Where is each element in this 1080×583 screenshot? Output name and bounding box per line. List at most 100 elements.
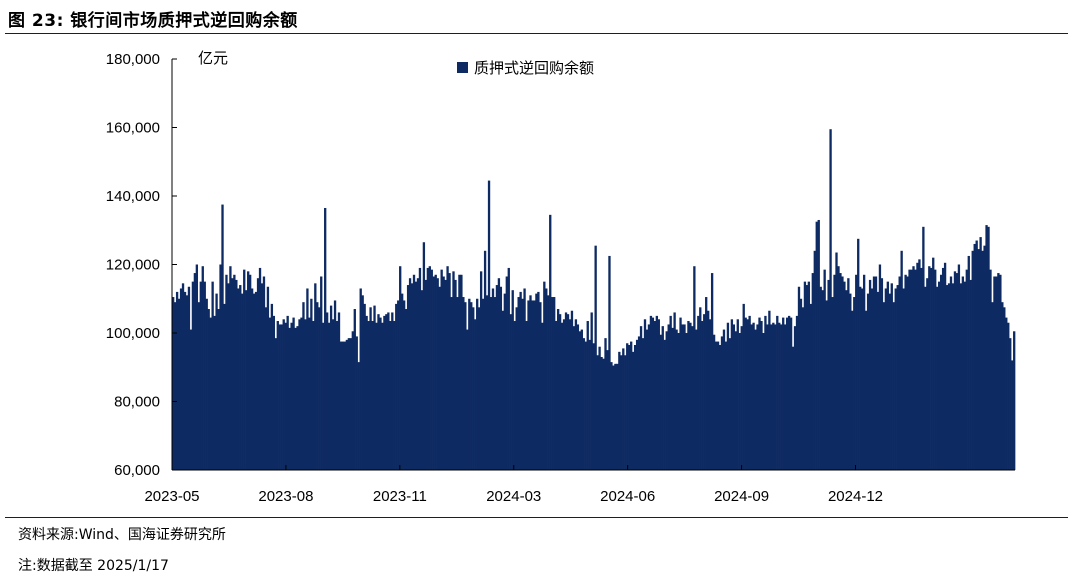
bar [772, 322, 775, 470]
bar [801, 307, 805, 470]
bar [416, 278, 420, 470]
bar [908, 269, 911, 470]
bar [227, 283, 230, 470]
legend-label: 质押式逆回购余额 [474, 59, 594, 77]
bar [489, 297, 493, 470]
bar [574, 319, 578, 470]
bar [276, 321, 279, 470]
bar [1003, 307, 1006, 470]
bar [774, 324, 777, 470]
bar [464, 302, 467, 470]
bar [375, 322, 378, 470]
bar [697, 315, 700, 471]
bar [665, 331, 668, 470]
bar [199, 281, 202, 471]
bar [181, 283, 185, 470]
bottom-rule [5, 517, 1068, 518]
bar [363, 303, 366, 470]
bar [521, 298, 524, 470]
bar [560, 322, 564, 470]
bar [851, 310, 854, 470]
bar [547, 295, 550, 470]
bar [531, 300, 534, 470]
bar [568, 319, 572, 470]
bar [701, 321, 704, 470]
bar [811, 273, 814, 470]
bar [462, 297, 465, 470]
bar [367, 321, 370, 470]
bar [841, 276, 844, 470]
bar [493, 297, 497, 470]
bar [839, 273, 842, 470]
x-tick-label: 2024-06 [600, 488, 655, 505]
bar [201, 266, 204, 470]
bar [302, 302, 305, 470]
bar [732, 324, 735, 470]
bar [314, 283, 317, 470]
bar [780, 324, 783, 470]
bar [795, 315, 799, 471]
bar [622, 348, 625, 470]
bar [843, 281, 846, 471]
bar [566, 314, 570, 470]
bar [312, 321, 315, 470]
bar [635, 339, 639, 470]
bar [971, 250, 974, 470]
bar [588, 339, 591, 470]
bar [539, 302, 542, 470]
bar [653, 321, 657, 470]
date-note: 注:数据截至 2025/1/17 [18, 558, 169, 574]
bar [868, 279, 872, 470]
bar [377, 314, 380, 470]
bar [476, 298, 479, 470]
bar [241, 293, 244, 470]
bar [177, 298, 181, 470]
bar [606, 350, 609, 471]
bar [474, 319, 477, 470]
bar [784, 324, 787, 470]
bar [813, 250, 816, 470]
source-note: 资料来源:Wind、国海证券研究所 [18, 527, 226, 543]
bar [866, 293, 870, 470]
bar [533, 300, 536, 470]
bar [730, 319, 734, 470]
bar [503, 293, 506, 470]
bar [481, 298, 485, 470]
bar [671, 327, 674, 470]
bar [270, 303, 274, 470]
bar [592, 343, 595, 470]
bar [543, 281, 546, 471]
bar [369, 307, 372, 470]
bar [793, 326, 797, 470]
bar [594, 245, 597, 470]
bar [683, 324, 686, 470]
bar [768, 310, 771, 470]
bar [945, 285, 949, 470]
bar [262, 276, 266, 470]
bar [872, 276, 876, 470]
bar [756, 324, 759, 470]
bar [949, 276, 953, 470]
bar [322, 322, 325, 470]
bar [1013, 331, 1016, 470]
bar [710, 273, 714, 470]
bar [345, 339, 349, 470]
bar [393, 321, 396, 470]
bar [699, 307, 702, 470]
bar [252, 293, 256, 470]
bar [290, 322, 293, 470]
bar [981, 250, 984, 470]
y-tick-label: 160,000 [106, 120, 160, 137]
bar [562, 319, 566, 470]
bar [782, 317, 785, 470]
bar [217, 309, 220, 470]
bar [973, 243, 976, 470]
bar [916, 262, 919, 470]
bar [355, 336, 358, 470]
bar [628, 344, 631, 470]
bar [993, 276, 996, 470]
bar [432, 276, 435, 470]
bar [509, 314, 512, 470]
bar [223, 303, 226, 470]
bar [835, 252, 838, 470]
